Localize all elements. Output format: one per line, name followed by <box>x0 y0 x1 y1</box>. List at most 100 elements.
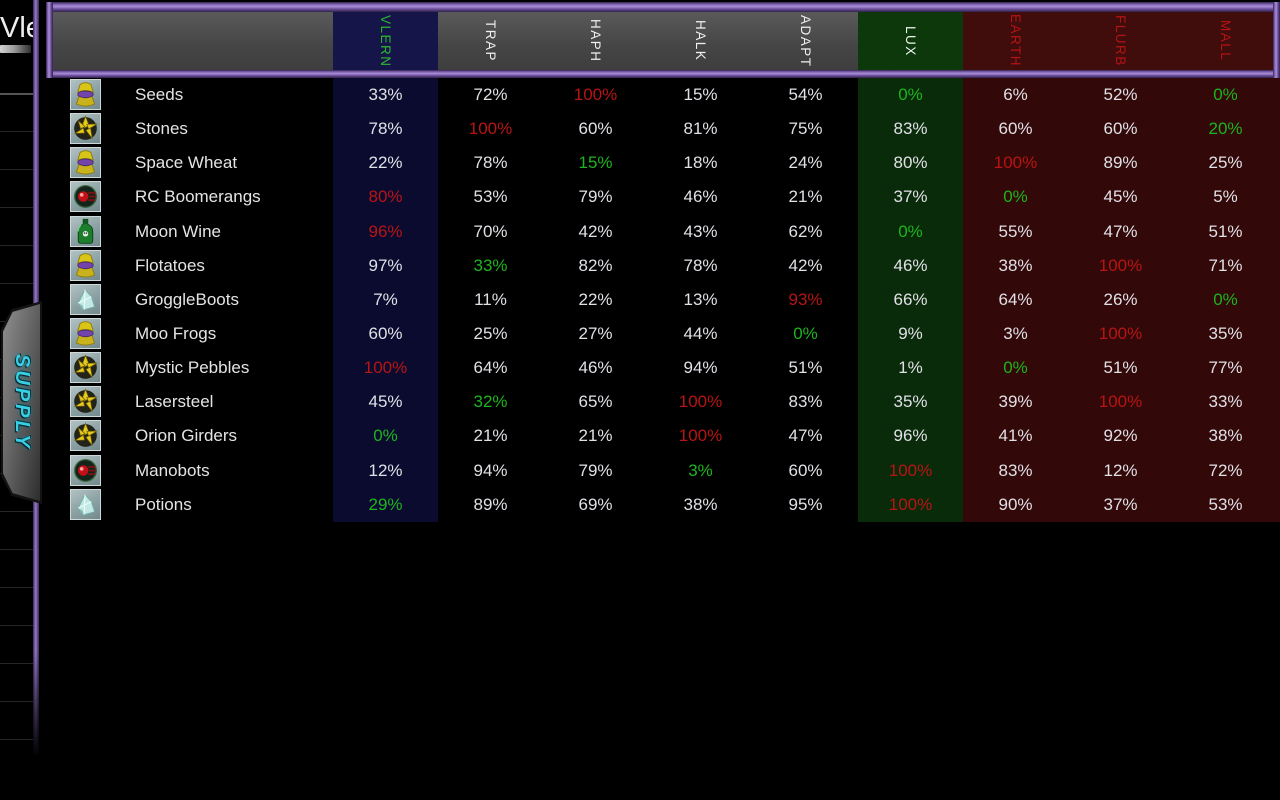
supply-value: 97% <box>368 255 403 275</box>
supply-value: 71% <box>1208 255 1243 275</box>
supply-value: 46% <box>893 255 928 275</box>
supply-value: 22% <box>578 289 613 309</box>
device-eye-icon <box>70 181 101 213</box>
supply-value: 43% <box>683 221 718 241</box>
item-name: Stones <box>135 119 188 139</box>
column-header-haph[interactable]: HAPH <box>543 12 648 70</box>
table-row[interactable]: Potions 29% 89% 69% 38% 95% 100% 90% 37% 53% <box>46 488 1280 522</box>
supply-value: 0% <box>898 221 923 241</box>
supply-value: 64% <box>473 358 508 378</box>
supply-value: 1% <box>898 358 923 378</box>
supply-value: 35% <box>893 392 928 412</box>
table-row[interactable]: Stones 78% 100% 60% 81% 75% 83% 60% 60% 20% <box>46 112 1280 146</box>
seed-bundle-icon <box>70 79 101 110</box>
item-name: Lasersteel <box>135 392 214 412</box>
supply-value: 5% <box>1213 187 1238 207</box>
device-eye-icon <box>70 454 101 486</box>
table-row[interactable]: RC Boomerangs 80% 53% 79% 46% 21% 37% 0% 45% 5% <box>46 180 1280 214</box>
supply-value: 100% <box>678 426 723 446</box>
supply-value: 51% <box>1103 358 1138 378</box>
supply-value: 11% <box>474 289 507 309</box>
background-button[interactable]: Vle <box>0 8 33 56</box>
supply-value: 100% <box>363 358 408 378</box>
crystal-cluster-icon <box>70 420 101 452</box>
panel-border-right <box>1273 2 1280 78</box>
column-header-lux[interactable]: LUX <box>858 12 963 70</box>
supply-value: 26% <box>1103 289 1138 309</box>
supply-value: 100% <box>468 119 513 139</box>
table-row[interactable]: Orion Girders 0% 21% 21% 100% 47% 96% 41% 92% 38% <box>46 419 1280 453</box>
supply-value: 78% <box>368 119 403 139</box>
gem-icon <box>70 283 101 315</box>
supply-value: 83% <box>893 119 928 139</box>
column-header-vlern[interactable]: VLERN <box>333 12 438 70</box>
item-name: Mystic Pebbles <box>135 358 250 378</box>
supply-value: 25% <box>473 323 508 343</box>
supply-value: 0% <box>1213 85 1238 104</box>
item-name: Flotatoes <box>135 255 205 275</box>
supply-value: 83% <box>788 392 823 412</box>
table-row[interactable]: Space Wheat 22% 78% 15% 18% 24% 80% 100% 89% 25% <box>46 146 1280 180</box>
supply-value: 18% <box>683 153 718 173</box>
supply-value: 64% <box>998 289 1033 309</box>
supply-value: 15% <box>578 153 613 173</box>
crystal-cluster-icon <box>70 352 101 384</box>
supply-value: 41% <box>998 426 1033 446</box>
supply-value: 0% <box>793 323 818 343</box>
supply-value: 9% <box>898 323 923 343</box>
item-name: Moon Wine <box>135 221 221 241</box>
supply-value: 93% <box>788 289 823 309</box>
supply-value: 77% <box>1208 358 1243 378</box>
supply-value: 90% <box>998 494 1033 514</box>
item-name: Moo Frogs <box>135 323 217 343</box>
supply-value: 62% <box>788 221 823 241</box>
column-header-mall[interactable]: MALL <box>1173 12 1278 70</box>
supply-value: 55% <box>998 221 1033 241</box>
supply-value: 83% <box>998 460 1033 480</box>
table-row[interactable]: Moo Frogs 60% 25% 27% 44% 0% 9% 3% 100% 35% <box>46 317 1280 351</box>
supply-value: 52% <box>1103 85 1138 104</box>
table-row[interactable]: Manobots 12% 94% 79% 3% 60% 100% 83% 12% 72% <box>46 454 1280 488</box>
table-row[interactable]: Mystic Pebbles 100% 64% 46% 94% 51% 1% 0% 51% 77% <box>46 351 1280 385</box>
supply-value: 46% <box>683 187 718 207</box>
column-header-trap[interactable]: TRAP <box>438 12 543 70</box>
supply-value: 75% <box>788 119 823 139</box>
seed-bundle-icon <box>70 147 101 179</box>
supply-value: 38% <box>998 255 1033 275</box>
supply-value: 60% <box>578 119 613 139</box>
table-row[interactable]: Moon Wine 96% 70% 42% 43% 62% 0% 55% 47% 51% <box>46 215 1280 249</box>
table-row[interactable]: Lasersteel 45% 32% 65% 100% 83% 35% 39% 100% 33% <box>46 385 1280 419</box>
supply-value: 82% <box>578 255 613 275</box>
supply-value: 60% <box>1103 119 1138 139</box>
column-stripe <box>858 78 963 522</box>
supply-value: 72% <box>473 85 508 104</box>
supply-value: 65% <box>578 392 613 412</box>
supply-value: 100% <box>573 85 618 104</box>
column-header-flurb[interactable]: FLURB <box>1068 12 1173 70</box>
table-row[interactable]: Flotatoes 97% 33% 82% 78% 42% 46% 38% 100% 71% <box>46 249 1280 283</box>
supply-value: 45% <box>368 392 403 412</box>
supply-value: 21% <box>788 187 823 207</box>
column-header-earth[interactable]: EARTH <box>963 12 1068 70</box>
supply-value: 100% <box>1098 392 1143 412</box>
supply-value: 66% <box>893 289 928 309</box>
column-header-label: HALK <box>693 20 708 62</box>
table-row[interactable]: GroggleBoots 7% 11% 22% 13% 93% 66% 64% 26% 0% <box>46 283 1280 317</box>
supply-value: 100% <box>1098 323 1143 343</box>
supply-value: 53% <box>1208 494 1243 514</box>
supply-tab[interactable]: SUPPLY <box>1 301 42 504</box>
supply-value: 60% <box>368 323 403 343</box>
table-row[interactable]: Seeds 33% 72% 100% 15% 54% 0% 6% 52% 0% <box>46 78 1280 112</box>
table-rows: Seeds 33% 72% 100% 15% 54% 0% 6% 52% 0% Stones 78% 1… <box>46 78 1280 522</box>
column-header-adapt[interactable]: ADAPT <box>753 12 858 70</box>
supply-value: 44% <box>683 323 718 343</box>
supply-value: 78% <box>473 153 508 173</box>
supply-tab-label: SUPPLY <box>11 354 33 451</box>
seed-bundle-icon <box>70 249 101 281</box>
supply-table-panel: VLERN TRAP HAPH HALK ADAPT LUX EARTH FLURB MALL … <box>46 2 1280 522</box>
column-header-halk[interactable]: HALK <box>648 12 753 70</box>
supply-value: 100% <box>993 153 1038 173</box>
background-button-label: Vle <box>0 12 33 44</box>
supply-value: 12% <box>368 460 403 480</box>
supply-value: 79% <box>578 187 613 207</box>
